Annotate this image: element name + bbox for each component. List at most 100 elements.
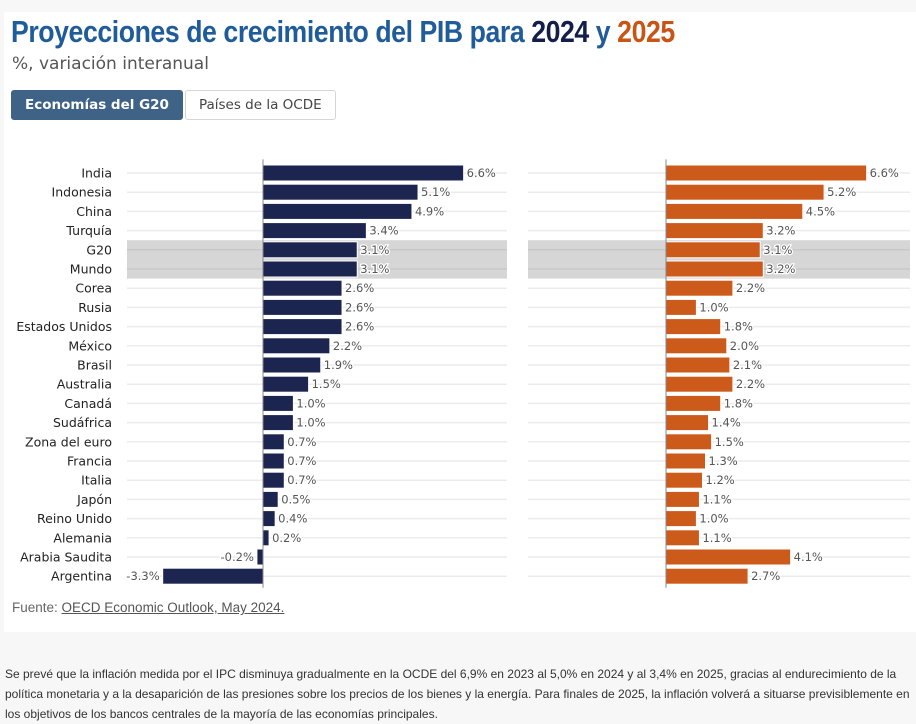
- data-label: 4.9%: [415, 204, 444, 218]
- data-label: 3.1%: [360, 262, 389, 276]
- tab-g20-economies[interactable]: Economías del G20: [11, 90, 183, 120]
- category-label: Arabia Saudita: [20, 550, 112, 565]
- bar-2024-Estados Unidos: [262, 318, 343, 336]
- data-label: 1.0%: [699, 512, 728, 526]
- data-label: 2.2%: [736, 281, 765, 295]
- bar-2025-Italia: [665, 471, 703, 489]
- category-label: Estados Unidos: [16, 319, 112, 334]
- category-label: Sudáfrica: [53, 415, 112, 430]
- data-label: 0.2%: [272, 531, 301, 545]
- data-label: 2.6%: [345, 281, 374, 295]
- chart-subtitle: %, variación interanual: [12, 54, 209, 74]
- bar-2024-Reino Unido: [262, 510, 276, 528]
- bar-2024-Rusia: [262, 298, 343, 316]
- category-label: Zona del euro: [25, 434, 112, 449]
- category-label: Indonesia: [52, 185, 112, 200]
- data-label: 1.1%: [702, 531, 731, 545]
- bar-2025-Australia: [665, 375, 734, 393]
- source-prefix: Fuente:: [12, 600, 62, 615]
- title-joiner: y: [588, 14, 618, 49]
- bar-2024-Sudáfrica: [262, 414, 294, 432]
- data-label: 1.9%: [324, 358, 353, 372]
- data-label: -3.3%: [126, 569, 159, 583]
- category-label: Rusia: [78, 300, 112, 315]
- category-label: Francia: [67, 454, 112, 469]
- bar-2025-Mundo: [665, 260, 764, 278]
- tab-oecd-countries[interactable]: Países de la OCDE: [184, 90, 336, 120]
- bar-2025-Francia: [665, 452, 707, 470]
- data-label: 1.2%: [705, 473, 734, 487]
- data-label: 5.2%: [827, 185, 856, 199]
- data-label: 2.6%: [345, 300, 374, 314]
- source-note: Fuente: OECD Economic Outlook, May 2024.: [12, 600, 284, 615]
- bar-2025-Indonesia: [665, 183, 825, 201]
- bar-2024-Zona del euro: [262, 433, 285, 451]
- title-year-2024: 2024: [531, 14, 589, 49]
- data-label: 0.7%: [287, 454, 316, 468]
- category-label: Mundo: [70, 262, 112, 277]
- inflation-note: Se prevé que la inflación medida por el …: [5, 667, 910, 721]
- data-label: 5.1%: [421, 185, 450, 199]
- data-label: 1.5%: [715, 435, 744, 449]
- bar-2024-India: [262, 164, 465, 182]
- data-label: 4.1%: [794, 550, 823, 564]
- data-label: 3.2%: [766, 224, 795, 238]
- bar-2024-Indonesia: [262, 183, 419, 201]
- category-label: Australia: [57, 377, 112, 392]
- data-label: 6.6%: [870, 166, 899, 180]
- bar-2025-México: [665, 337, 728, 355]
- bar-2024-Australia: [262, 375, 310, 393]
- bar-2024-Alemania: [262, 529, 270, 547]
- data-label: 0.7%: [287, 473, 316, 487]
- source-link[interactable]: OECD Economic Outlook, May 2024.: [61, 600, 285, 615]
- bar-2025-G20: [665, 241, 761, 259]
- bar-2024-Japón: [262, 490, 279, 508]
- data-label: 1.8%: [724, 396, 753, 410]
- data-label: 3.1%: [763, 243, 792, 257]
- category-label: Italia: [81, 473, 112, 488]
- page-title: Proyecciones de crecimiento del PIB para…: [11, 14, 675, 50]
- category-label: Alemania: [53, 530, 112, 545]
- category-label: Corea: [75, 281, 112, 296]
- category-label: Brasil: [77, 358, 112, 373]
- data-label: 0.7%: [287, 435, 316, 449]
- data-label: 3.2%: [766, 262, 795, 276]
- category-label: China: [76, 204, 112, 219]
- data-label: 0.5%: [281, 492, 310, 506]
- tab-bar: Economías del G20 Países de la OCDE: [11, 90, 336, 120]
- bar-2025-Reino Unido: [665, 510, 697, 528]
- data-label: 6.6%: [467, 166, 496, 180]
- bar-2024-Canadá: [262, 394, 294, 412]
- data-label: 2.1%: [733, 358, 762, 372]
- bar-2025-Canadá: [665, 394, 722, 412]
- bar-2024-Turquía: [262, 222, 367, 240]
- data-label: 1.5%: [312, 377, 341, 391]
- data-label: 3.4%: [369, 224, 398, 238]
- bar-2025-Estados Unidos: [665, 318, 722, 336]
- bar-2025-Sudáfrica: [665, 414, 710, 432]
- title-prefix: Proyecciones de crecimiento del PIB para: [11, 14, 532, 49]
- bar-2024-Italia: [262, 471, 285, 489]
- title-year-2025: 2025: [617, 14, 675, 49]
- data-label: 2.7%: [751, 569, 780, 583]
- bar-2024-China: [262, 202, 413, 220]
- category-label: Reino Unido: [37, 511, 112, 526]
- data-label: 1.4%: [712, 416, 741, 430]
- bar-2024-Corea: [262, 279, 343, 297]
- data-label: 2.2%: [333, 339, 362, 353]
- bar-2024-Mundo: [262, 260, 358, 278]
- data-label: 2.0%: [730, 339, 759, 353]
- bar-2025-Corea: [665, 279, 734, 297]
- bar-2024-Argentina: [162, 567, 264, 585]
- bar-2024-México: [262, 337, 331, 355]
- data-label: 1.0%: [699, 300, 728, 314]
- category-label: India: [81, 166, 112, 181]
- data-label: 2.6%: [345, 320, 374, 334]
- category-label: G20: [86, 242, 112, 257]
- bar-2025-China: [665, 202, 804, 220]
- data-label: 1.3%: [709, 454, 738, 468]
- bar-2024-Brasil: [262, 356, 322, 374]
- data-label: 0.4%: [278, 512, 307, 526]
- data-label: 1.8%: [724, 320, 753, 334]
- bar-2025-Zona del euro: [665, 433, 713, 451]
